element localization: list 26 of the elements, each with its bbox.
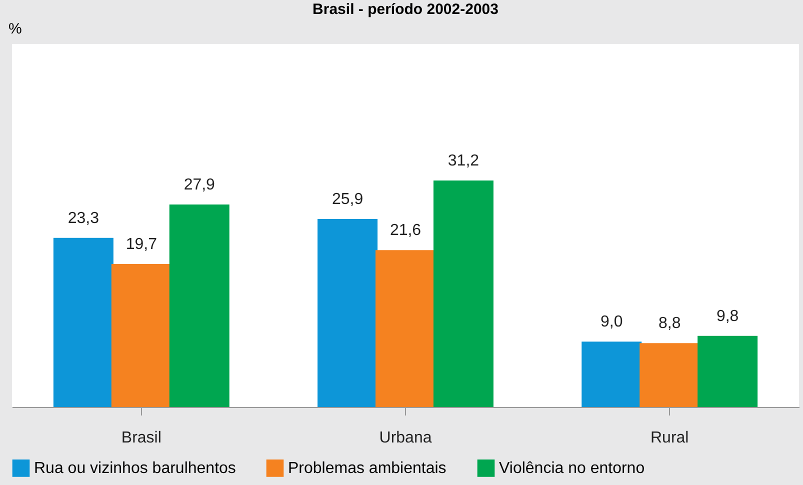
bar — [376, 250, 436, 407]
data-label: 9,0 — [600, 314, 623, 331]
x-tick-label: Urbana — [379, 430, 432, 446]
bar — [169, 204, 230, 407]
bar — [433, 180, 494, 407]
legend-label: Rua ou vizinhos barulhentos — [34, 460, 236, 478]
x-tick-label: Rural — [650, 430, 689, 446]
chart-title: Brasil - período 2002-2003 — [312, 1, 498, 18]
data-label: 23,3 — [68, 210, 100, 227]
legend-label: Violência no entorno — [499, 460, 645, 478]
bar — [53, 238, 114, 407]
data-label: 9,8 — [716, 308, 739, 325]
bar — [640, 343, 700, 407]
bar — [698, 336, 758, 407]
data-label: 27,9 — [184, 176, 216, 194]
data-label: 8,8 — [658, 315, 681, 332]
bar — [318, 218, 378, 407]
data-label: 31,2 — [448, 152, 480, 170]
bar — [582, 342, 642, 407]
x-tick-label: Brasil — [121, 430, 162, 446]
bar — [111, 264, 172, 407]
data-label: 21,6 — [390, 222, 422, 240]
data-label: 19,7 — [126, 236, 158, 253]
data-label: 25,9 — [332, 190, 364, 208]
legend-label: Problemas ambientais — [288, 460, 446, 478]
y-axis-title: % — [8, 20, 22, 38]
